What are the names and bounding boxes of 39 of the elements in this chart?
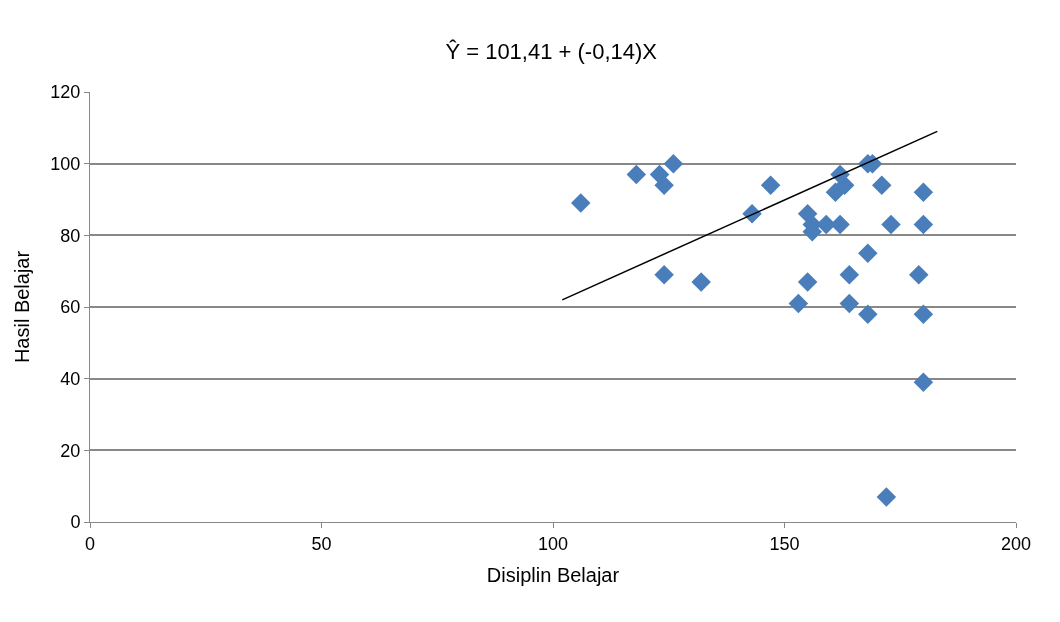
chart-title: Ŷ = 101,41 + (-0,14)X xyxy=(445,38,658,64)
x-tick-label: 150 xyxy=(769,533,800,554)
point xyxy=(839,293,860,314)
y-axis-title: Hasil Belajar xyxy=(10,250,33,364)
y-tick-label: 60 xyxy=(60,297,81,318)
x-tick-label: 100 xyxy=(537,533,569,554)
point xyxy=(876,487,897,507)
y-tick-label: 20 xyxy=(60,440,81,461)
x-tick-label: 200 xyxy=(1000,533,1032,554)
point xyxy=(830,214,850,235)
point xyxy=(913,214,934,235)
x-tick-label: 0 xyxy=(84,533,96,554)
point xyxy=(797,272,818,292)
x-tick-label: 50 xyxy=(311,533,332,554)
point xyxy=(858,304,878,324)
y-tick-label: 0 xyxy=(70,512,81,533)
point xyxy=(788,293,809,314)
point xyxy=(654,265,674,285)
x-axis-title: Disiplin Belajar xyxy=(486,564,620,587)
point xyxy=(663,153,684,174)
point xyxy=(816,214,836,235)
point xyxy=(691,272,711,292)
point xyxy=(858,243,878,263)
y-tick-label: 40 xyxy=(60,368,81,389)
point xyxy=(654,175,674,195)
point xyxy=(834,175,855,195)
y-tick-label: 80 xyxy=(60,225,81,246)
point xyxy=(913,372,934,392)
point xyxy=(881,214,901,235)
y-tick-label: 100 xyxy=(50,153,81,174)
point xyxy=(909,265,929,285)
point xyxy=(913,182,934,203)
point xyxy=(626,164,647,185)
point xyxy=(871,175,892,195)
y-tick-label: 120 xyxy=(50,82,81,103)
point xyxy=(571,193,591,213)
point xyxy=(839,265,860,285)
point xyxy=(760,175,781,195)
point xyxy=(913,304,934,324)
